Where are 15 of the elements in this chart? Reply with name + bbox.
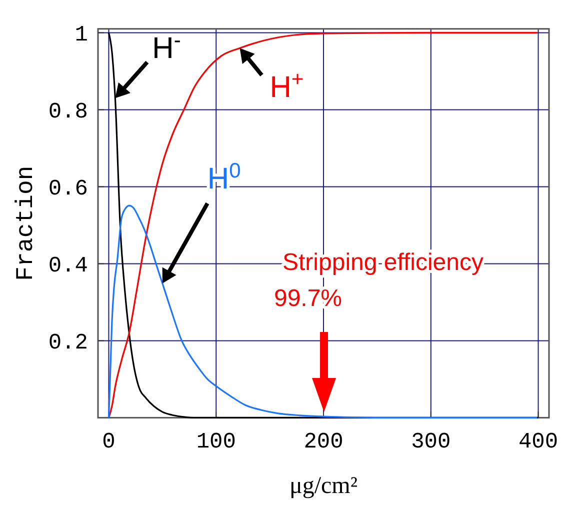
- y-tick-label: 0.6: [48, 176, 88, 202]
- x-tick-label: 300: [411, 430, 451, 455]
- series-label: H$^{+}$: [270, 68, 304, 104]
- y-axis-title: Fraction: [13, 166, 40, 281]
- x-tick-label: 0: [102, 430, 116, 455]
- x-tick-label: 200: [304, 430, 344, 455]
- y-tick-label: 0.8: [48, 100, 88, 125]
- y-tick-label: 0.2: [48, 330, 88, 356]
- x-axis-title: μg/cm²: [289, 473, 358, 499]
- x-tick-label: 100: [196, 430, 236, 455]
- legend-label: H$^{-}$: [152, 28, 181, 66]
- x-tick-label: 400: [518, 430, 558, 455]
- line-series: [108, 204, 538, 418]
- y-tick-label: 0.4: [48, 254, 88, 279]
- y-tick-label: 1: [74, 22, 88, 48]
